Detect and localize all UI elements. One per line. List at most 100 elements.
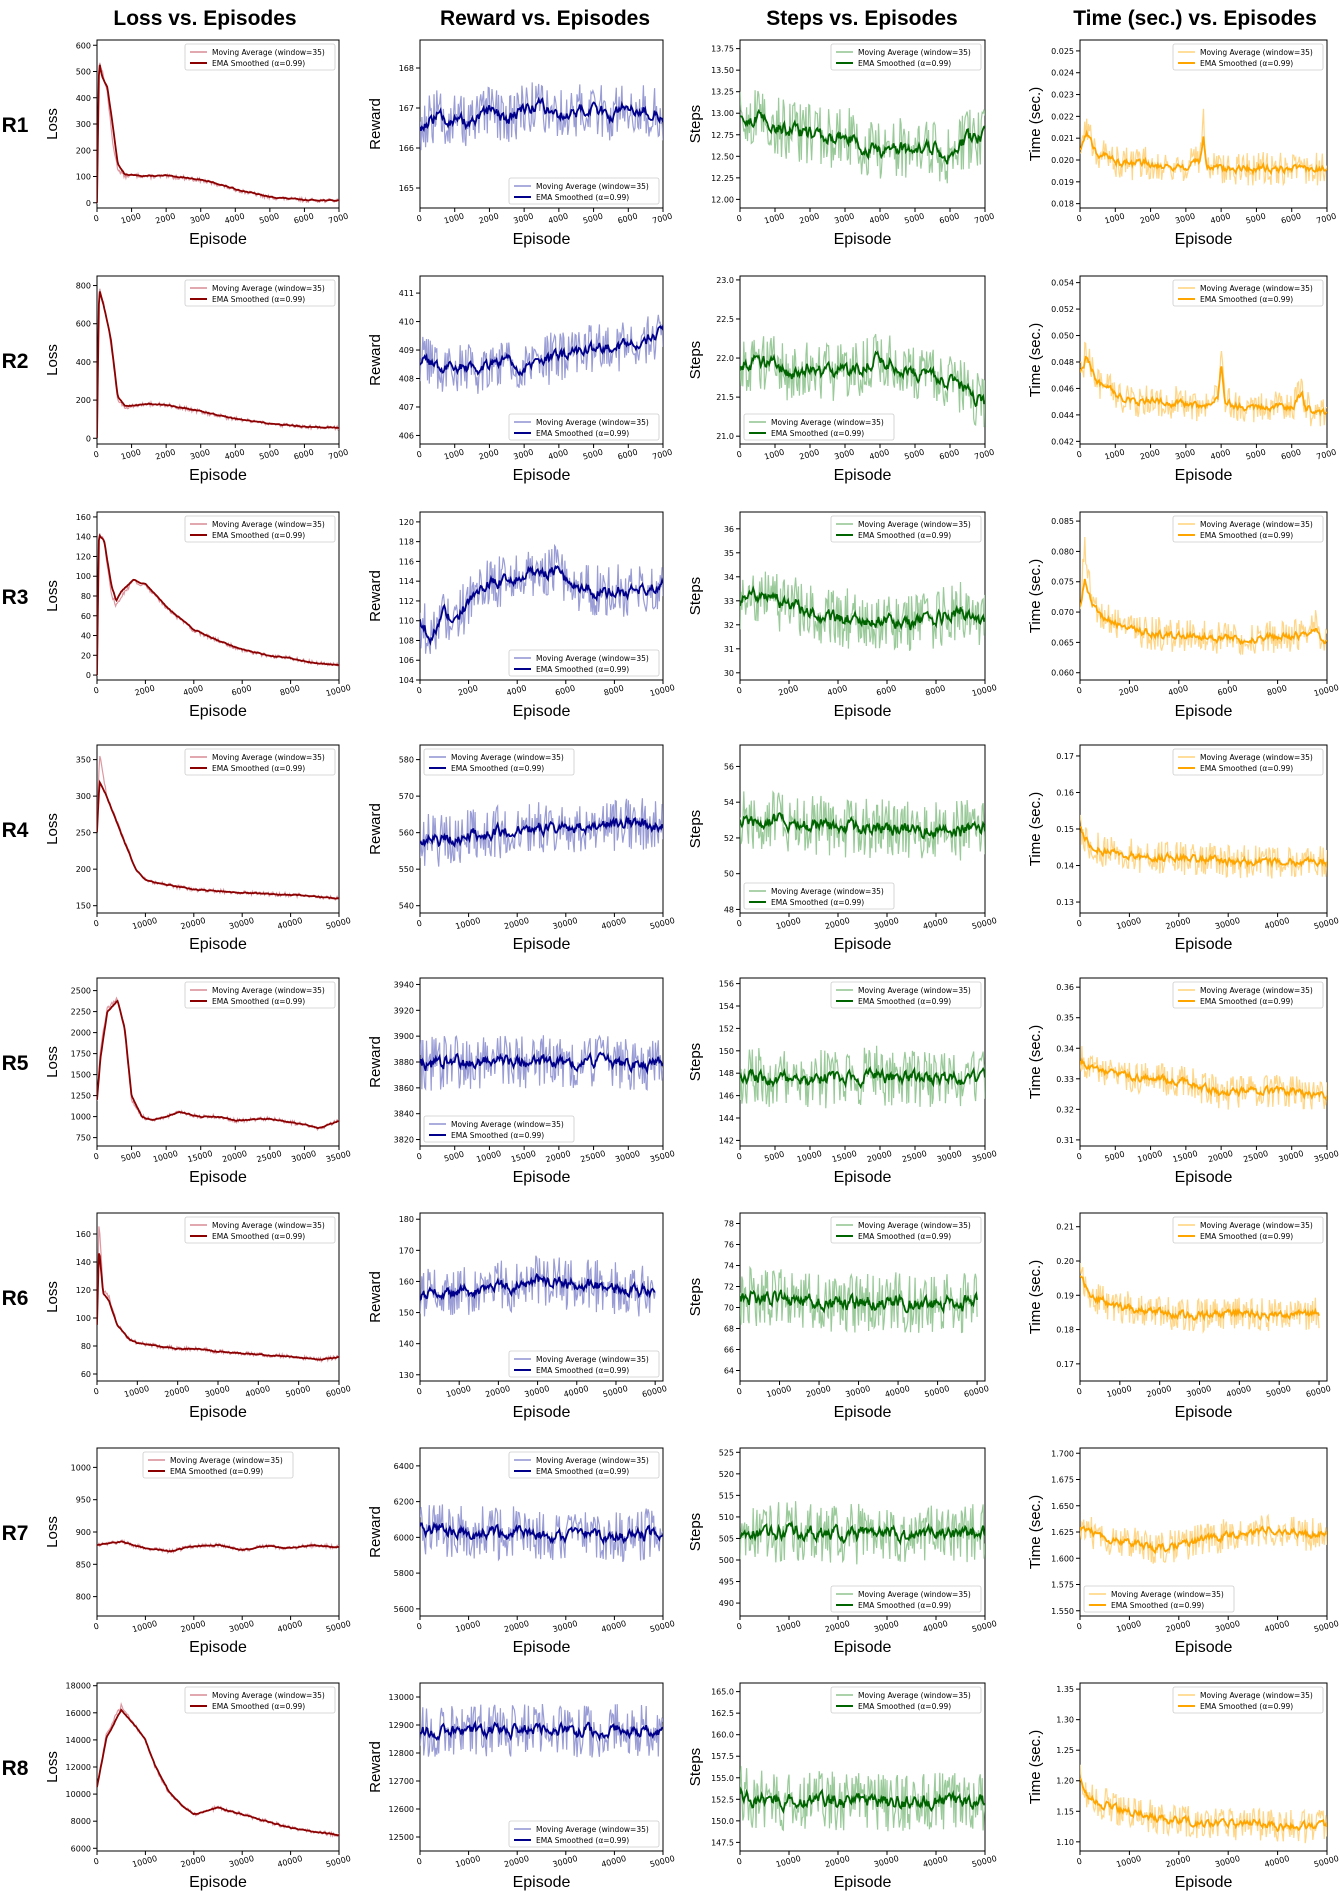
series-line-ema xyxy=(420,324,663,377)
series-group xyxy=(97,288,339,439)
y-tick-label: 12.25 xyxy=(711,174,734,183)
x-tick-label: 2000 xyxy=(1139,212,1161,226)
legend-box xyxy=(1172,43,1324,71)
series-line-ema xyxy=(97,1253,339,1361)
y-tick-label: 0.17 xyxy=(1056,752,1074,761)
series-group xyxy=(97,1226,339,1363)
y-tick-label: 5600 xyxy=(394,1605,414,1614)
series-group xyxy=(1080,814,1327,879)
series-line-ema xyxy=(420,815,663,849)
y-tick-label: 0.044 xyxy=(1051,411,1074,420)
y-axis-label: Loss xyxy=(44,813,61,845)
series-line-ema xyxy=(740,1289,978,1315)
legend-box xyxy=(508,177,660,205)
x-tick-label: 10000 xyxy=(775,1854,802,1869)
series-group xyxy=(740,1045,985,1109)
x-tick-label: 20000 xyxy=(1165,1854,1192,1869)
series-group xyxy=(97,62,339,204)
y-tick-label: 525 xyxy=(719,1448,734,1457)
series-line-ema xyxy=(97,291,339,439)
x-tick-label: 10000 xyxy=(454,916,481,931)
y-axis-label: Reward xyxy=(367,98,384,150)
x-axis-label: Episode xyxy=(189,231,247,248)
legend-label: EMA Smoothed (α=0.99) xyxy=(536,193,629,202)
series-line-ema xyxy=(420,1719,663,1742)
legend-label: EMA Smoothed (α=0.99) xyxy=(536,429,629,438)
x-tick-label: 0 xyxy=(736,450,743,460)
x-tick-label: 40000 xyxy=(884,1384,911,1399)
y-tick-label: 0.075 xyxy=(1051,578,1074,587)
series-group xyxy=(1080,1764,1327,1844)
y-tick-label: 300 xyxy=(76,120,91,129)
x-tick-label: 15000 xyxy=(510,1149,537,1164)
legend-box xyxy=(830,981,982,1009)
y-tick-label: 12.50 xyxy=(711,152,734,161)
x-tick-label: 40000 xyxy=(600,1619,627,1634)
legend-label: Moving Average (window=35) xyxy=(858,1691,971,1700)
x-tick-label: 4000 xyxy=(868,448,890,462)
legend: Moving Average (window=35) EMA Smoothed (… xyxy=(508,1451,660,1479)
y-tick-label: 0.36 xyxy=(1056,983,1074,992)
y-tick-label: 118 xyxy=(399,538,414,547)
chart-r2-steps: 21.0 21.5 22.0 22.5 23.0 0 1000 2000 3000 4000 500… xyxy=(687,275,995,484)
x-tick-label: 2000 xyxy=(154,212,176,226)
x-tick-label: 2000 xyxy=(154,448,176,462)
x-tick-label: 40000 xyxy=(1263,1854,1290,1869)
y-tick-label: 800 xyxy=(76,1593,91,1602)
x-tick-label: 30000 xyxy=(1278,1149,1305,1164)
x-tick-label: 20000 xyxy=(805,1384,832,1399)
x-tick-label: 8000 xyxy=(924,684,946,698)
y-tick-label: 12700 xyxy=(389,1777,414,1786)
y-tick-label: 200 xyxy=(76,865,91,874)
legend-box xyxy=(830,515,982,543)
y-tick-label: 60 xyxy=(81,612,91,621)
x-tick-label: 6000 xyxy=(554,684,576,698)
x-tick-label: 50000 xyxy=(1313,1854,1340,1869)
x-tick-label: 25000 xyxy=(579,1149,606,1164)
legend: Moving Average (window=35) EMA Smoothed (… xyxy=(1172,1686,1324,1714)
x-tick-label: 6000 xyxy=(1280,448,1302,462)
legend-box xyxy=(1083,1585,1235,1613)
y-tick-label: 180 xyxy=(399,1215,414,1224)
series-line-ema xyxy=(740,1786,985,1815)
legend: Moving Average (window=35) EMA Smoothed (… xyxy=(184,43,336,71)
x-tick-label: 5000 xyxy=(1245,448,1267,462)
x-tick-label: 6000 xyxy=(1217,684,1239,698)
x-tick-label: 50000 xyxy=(971,1854,998,1869)
y-tick-label: 6000 xyxy=(71,1844,91,1853)
x-tick-label: 10000 xyxy=(1115,1854,1142,1869)
y-tick-label: 160.0 xyxy=(711,1731,734,1740)
y-tick-label: 165.0 xyxy=(711,1688,734,1697)
x-tick-label: 3000 xyxy=(189,448,211,462)
legend: Moving Average (window=35) EMA Smoothed (… xyxy=(508,1350,660,1378)
x-tick-label: 50000 xyxy=(1313,1619,1340,1634)
y-tick-label: 120 xyxy=(76,1286,91,1295)
x-tick-label: 40000 xyxy=(276,1854,303,1869)
y-tick-label: 54 xyxy=(724,798,734,807)
legend-label: EMA Smoothed (α=0.99) xyxy=(536,1366,629,1375)
chart-r8-reward: 12500 12600 12700 12800 12900 13000 0 10000 2000… xyxy=(367,1682,676,1891)
y-tick-label: 64 xyxy=(724,1367,734,1376)
x-tick-label: 20000 xyxy=(824,1854,851,1869)
y-tick-label: 114 xyxy=(399,577,414,586)
x-axis-label: Episode xyxy=(189,1639,247,1656)
legend-label: EMA Smoothed (α=0.99) xyxy=(858,1702,951,1711)
y-tick-label: 100 xyxy=(76,173,91,182)
y-tick-label: 110 xyxy=(399,617,414,626)
y-tick-label: 0.080 xyxy=(1051,547,1074,556)
y-tick-label: 144 xyxy=(719,1114,734,1123)
y-tick-label: 950 xyxy=(76,1496,91,1505)
x-tick-label: 2000 xyxy=(1118,684,1140,698)
y-tick-label: 120 xyxy=(399,518,414,527)
x-tick-label: 1000 xyxy=(443,212,465,226)
x-tick-label: 15000 xyxy=(831,1149,858,1164)
y-tick-label: 408 xyxy=(399,375,414,384)
y-tick-label: 0.020 xyxy=(1051,156,1074,165)
legend: Moving Average (window=35) EMA Smoothed (… xyxy=(508,649,660,677)
x-tick-label: 5000 xyxy=(582,448,604,462)
y-tick-label: 12.00 xyxy=(711,195,734,204)
y-tick-label: 0.18 xyxy=(1056,1326,1074,1335)
x-tick-label: 10000 xyxy=(123,1384,150,1399)
x-tick-label: 30000 xyxy=(204,1384,231,1399)
